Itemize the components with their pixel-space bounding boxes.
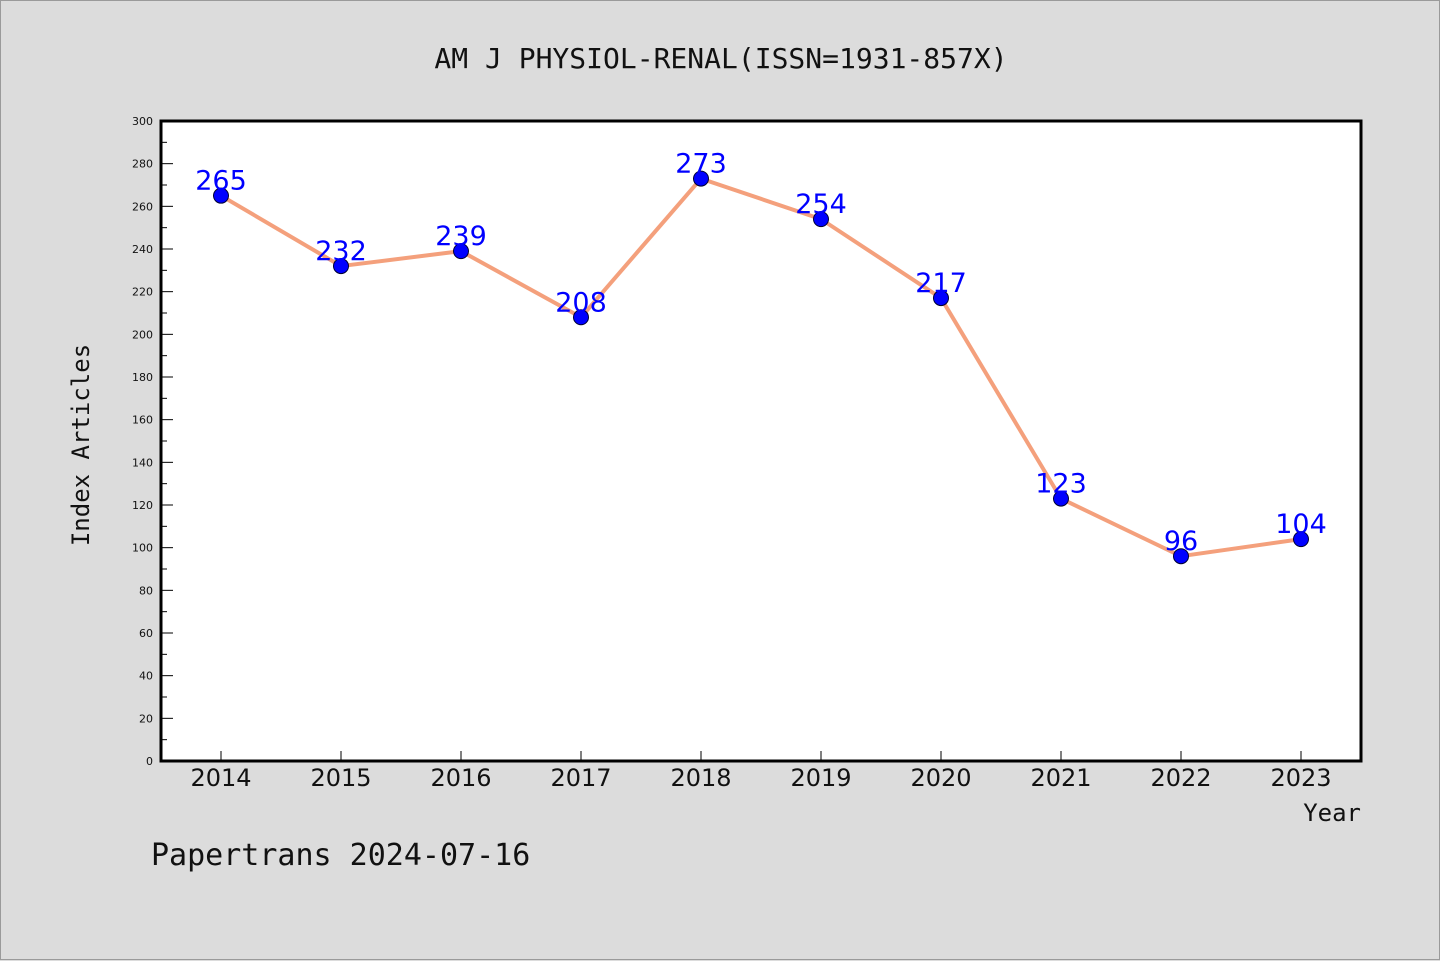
x-tick-label: 2017: [550, 764, 611, 792]
x-tick-label: 2015: [310, 764, 371, 792]
x-tick-label: 2016: [430, 764, 491, 792]
y-tick-label: 100: [132, 542, 153, 555]
y-axis: 0 20 40 60 80 100 120 140 160 180 200 220 240 260 280 3…: [132, 115, 173, 768]
footer-watermark: Papertrans 2024-07-16: [151, 838, 530, 873]
x-tick-label: 2020: [910, 764, 971, 792]
y-tick-label: 200: [132, 328, 153, 341]
plot-area: [159, 119, 1363, 763]
y-tick-label: 40: [139, 670, 153, 683]
x-axis-label: Year: [1303, 799, 1361, 827]
y-tick-label: 300: [132, 115, 153, 128]
data-label: 217: [915, 268, 967, 299]
y-tick-label: 0: [146, 755, 153, 768]
y-tick-label: 60: [139, 627, 153, 640]
data-point: [693, 170, 709, 187]
chart-title: AM J PHYSIOL-RENAL(ISSN=1931-857X): [434, 42, 1007, 75]
data-label: 239: [435, 221, 487, 252]
y-tick-label: 20: [139, 712, 153, 725]
data-label: 96: [1164, 526, 1198, 557]
data-label: 123: [1035, 469, 1087, 500]
data-point: [933, 290, 949, 307]
y-tick-label: 180: [132, 371, 153, 384]
x-tick-label: 2019: [790, 764, 851, 792]
data-point: [813, 211, 829, 228]
y-tick-label: 280: [132, 158, 153, 171]
data-point: [1053, 490, 1069, 507]
x-tick-label: 2014: [190, 764, 251, 792]
series-line: [219, 176, 1303, 559]
x-tick-label: 2021: [1030, 764, 1091, 792]
x-axis: 2014 2015 2016 2017 2018 2019 2020 2021 2022 2023: [190, 751, 1332, 792]
y-tick-label: 240: [132, 243, 153, 256]
data-label: 232: [315, 236, 367, 267]
series-index-articles: 265 232 239 208 273 254 217 123 96 104: [195, 149, 1327, 565]
data-label: 254: [795, 189, 847, 220]
y-tick-label: 80: [139, 584, 153, 597]
x-tick-label: 2022: [1150, 764, 1211, 792]
data-label: 265: [195, 166, 247, 197]
y-tick-label: 160: [132, 414, 153, 427]
data-label: 273: [675, 149, 727, 180]
data-point: [453, 243, 469, 260]
y-axis-label: Index Articles: [67, 344, 95, 546]
y-tick-label: 120: [132, 499, 153, 512]
data-point: [1173, 548, 1189, 565]
x-tick-label: 2023: [1270, 764, 1331, 792]
data-point: [1293, 531, 1309, 548]
y-tick-label: 260: [132, 200, 153, 213]
data-point: [213, 187, 229, 204]
y-tick-label: 220: [132, 286, 153, 299]
data-point: [333, 258, 349, 275]
data-point: [573, 309, 589, 326]
x-tick-label: 2018: [670, 764, 731, 792]
data-label: 104: [1275, 509, 1327, 540]
y-tick-label: 140: [132, 456, 153, 469]
data-label: 208: [555, 287, 607, 318]
